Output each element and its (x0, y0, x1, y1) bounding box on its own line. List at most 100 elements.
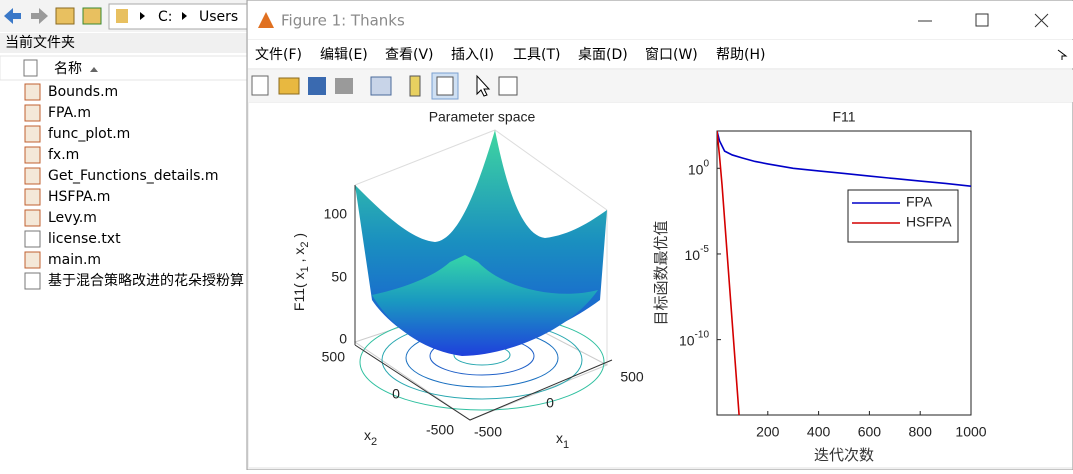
back-button[interactable] (4, 8, 21, 24)
menu-item[interactable]: 工具(T) (513, 47, 560, 63)
tick-base: 10 (688, 161, 704, 177)
close[interactable] (1034, 13, 1049, 28)
path-item[interactable]: Users (199, 9, 238, 25)
tick-base: 10 (679, 332, 695, 348)
edit-plot[interactable] (476, 74, 491, 97)
menu-item[interactable]: 桌面(D) (578, 47, 628, 63)
file-icon (24, 125, 41, 143)
chart-title: F11 (832, 109, 855, 125)
file-name[interactable]: Levy.m (48, 210, 97, 226)
file-name[interactable]: FPA.m (48, 105, 91, 121)
file-icon (24, 167, 41, 185)
file-name[interactable]: main.m (48, 252, 101, 268)
lines (717, 131, 971, 415)
tick-exponent: -10 (695, 329, 710, 340)
panel-header (0, 33, 247, 53)
file-name[interactable]: Bounds.m (48, 84, 118, 100)
legend: FPA HSFPA (847, 189, 959, 243)
menu-item[interactable]: 文件(F) (255, 47, 302, 63)
z-tick-label: 0 (339, 331, 347, 347)
x-tick-label: 1000 (955, 424, 986, 440)
column-name[interactable]: 名称 (54, 61, 82, 77)
x2-tick-label: -500 (426, 422, 454, 438)
separator (182, 12, 187, 20)
tick-exponent: -5 (700, 244, 709, 255)
maximize[interactable] (975, 13, 989, 27)
property-editor[interactable] (498, 76, 518, 96)
axes-box (716, 130, 972, 416)
series-line (717, 131, 740, 415)
floor-axes (354, 344, 613, 421)
z-tick-label: 100 (324, 206, 348, 222)
y-axis-label: 目标函数最优值 (652, 220, 670, 325)
file-name[interactable]: Get_Functions_details.m (48, 168, 219, 184)
file-name[interactable]: license.txt (48, 231, 121, 247)
file-list: Bounds.m FPA.m func_plot.m fx.m Get_Function… (24, 83, 244, 290)
menus: 文件(F) 编辑(E) 查看(V) 插入(I) 工具(T) 桌面(D) 窗口(W) 帮助(H) (255, 46, 765, 63)
save[interactable] (308, 77, 326, 95)
menu-item[interactable]: 编辑(E) (320, 47, 368, 63)
open-file[interactable] (278, 77, 300, 95)
link-plot[interactable] (370, 76, 392, 96)
browse-button[interactable] (82, 7, 102, 25)
x-tick-label: 200 (756, 424, 780, 440)
menu-item[interactable]: 查看(V) (385, 47, 434, 63)
x1-tick-label: -500 (474, 424, 502, 440)
dock-button[interactable] (1057, 49, 1068, 60)
menu-item[interactable]: 窗口(W) (645, 46, 698, 63)
path-item[interactable]: C: (158, 9, 173, 25)
window-title: Figure 1: Thanks (281, 12, 405, 30)
new-figure[interactable] (251, 75, 269, 96)
file-icon (24, 104, 41, 122)
x2-tick-label: 0 (392, 386, 400, 402)
x2-label: x2 (364, 427, 377, 448)
tick-exponent: 0 (703, 158, 709, 169)
file-name[interactable]: func_plot.m (48, 126, 130, 142)
series-line (717, 131, 971, 188)
forward-button[interactable] (31, 8, 48, 24)
menu-bar (248, 40, 1073, 68)
file-icon (24, 209, 41, 227)
z-tick-label: 50 (331, 269, 347, 285)
legend-label: HSFPA (906, 214, 952, 230)
separator (140, 12, 145, 20)
column-header (0, 55, 247, 81)
x1-tick-label: 500 (620, 369, 644, 385)
x-tick-label: 400 (807, 424, 831, 440)
y-tick-label: 10-10 (679, 329, 709, 348)
file-name[interactable]: 基于混合策略改进的花朵授粉算 (48, 272, 244, 289)
x-tick-label: 800 (909, 424, 933, 440)
menu-item[interactable]: 帮助(H) (716, 47, 765, 63)
title-bar (248, 1, 1073, 39)
y-tick-label: 10-5 (685, 244, 710, 263)
convergence-plot: F11 迭代次数 目标函数最优值 200 400 600 800 100010010-5… (652, 109, 987, 464)
file-icon (24, 272, 41, 290)
figure-window: Figure 1: Thanks 文件(F) 编辑(E) 查看(V) 插入(I) 工具(… (246, 0, 1073, 471)
legend-label: FPA (906, 194, 933, 210)
file-name[interactable]: HSFPA.m (48, 189, 110, 205)
sort-indicator (90, 67, 98, 72)
colorbar[interactable] (409, 75, 421, 97)
x-axis-label: 迭代次数 (814, 446, 874, 464)
print[interactable] (335, 78, 353, 94)
file-icon (24, 83, 41, 101)
file-icon (24, 188, 41, 206)
subplot-title: Parameter space (429, 109, 536, 125)
z-label: F11( x1 , x2 ) (291, 233, 311, 311)
legend-box (847, 189, 959, 243)
tick-base: 10 (685, 247, 701, 263)
surface-plot: Parameter space 100 50 0 500 0 -500 -500… (291, 109, 644, 451)
x-tick-label: 600 (858, 424, 882, 440)
folder-icon (116, 9, 128, 23)
file-name[interactable]: fx.m (48, 147, 79, 163)
x1-label: x1 (556, 430, 569, 451)
file-icon (24, 230, 41, 248)
y-tick-label: 100 (688, 158, 710, 177)
address-bar[interactable] (108, 3, 249, 30)
file-icon (24, 251, 41, 269)
menu-item[interactable]: 插入(I) (451, 47, 494, 63)
app-icon (258, 12, 274, 28)
x2-tick-label: 500 (322, 349, 346, 365)
up-button[interactable] (55, 7, 75, 25)
